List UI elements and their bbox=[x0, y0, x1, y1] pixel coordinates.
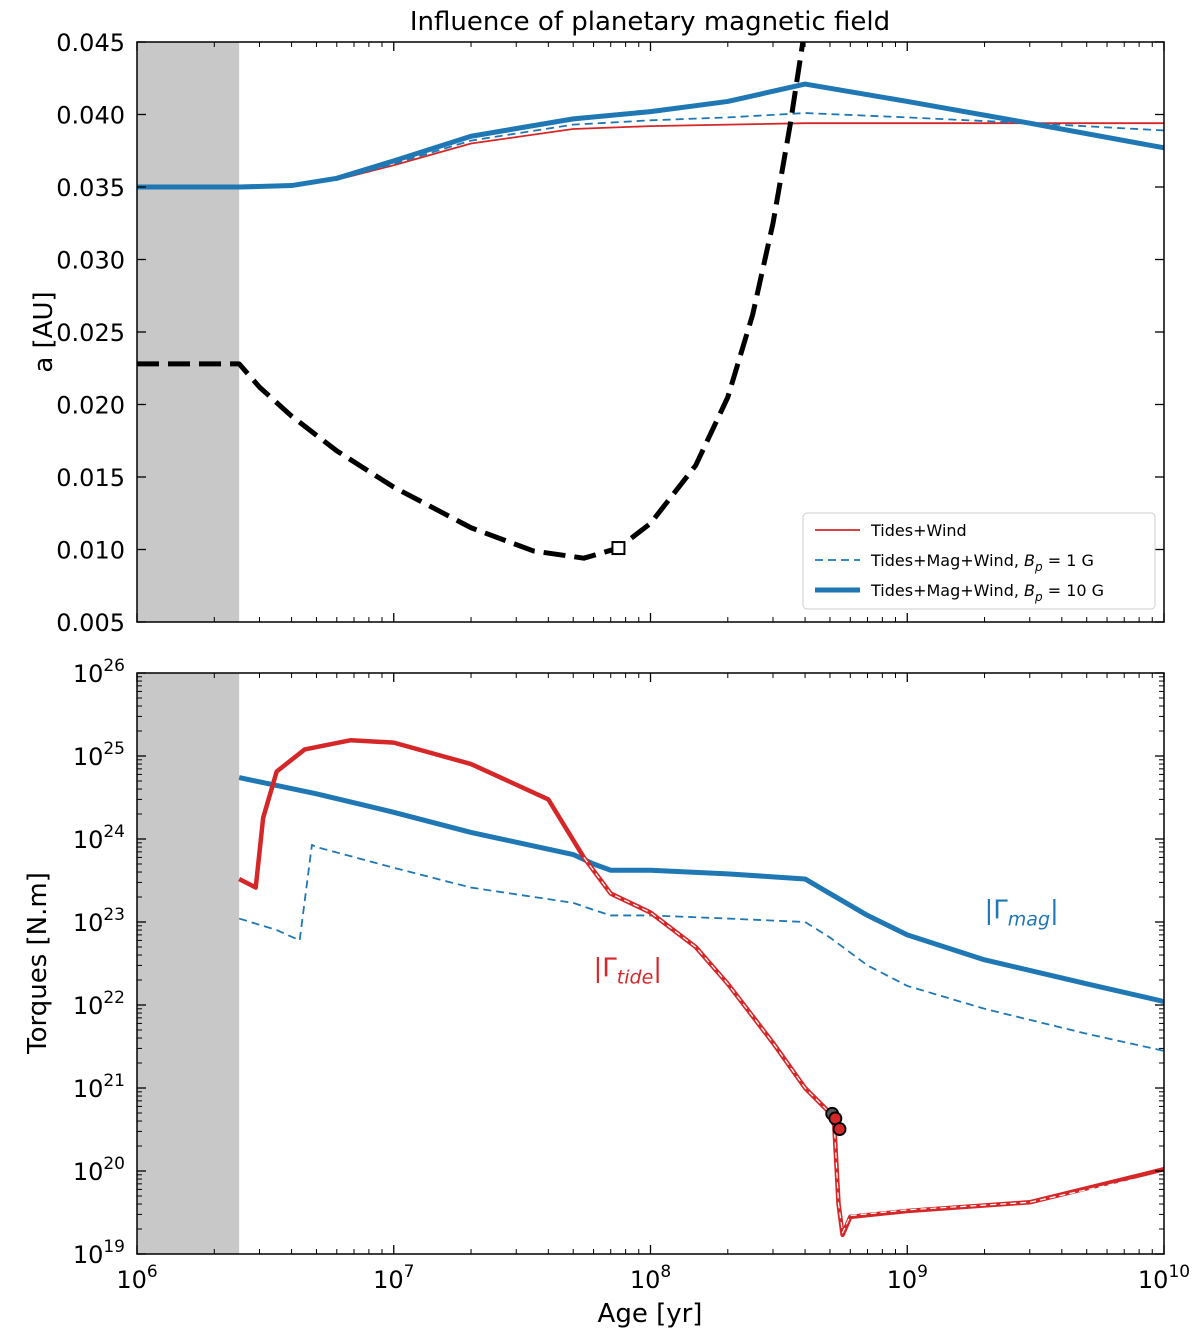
top-shaded-region bbox=[137, 42, 240, 622]
bottom-y-tick-label: 1022 bbox=[73, 988, 125, 1020]
top-y-tick-label: 0.030 bbox=[56, 247, 125, 275]
bottom-shaded-region bbox=[137, 673, 240, 1254]
chart-title: Influence of planetary magnetic field bbox=[410, 7, 890, 37]
x-tick-label: 106 bbox=[116, 1262, 157, 1294]
annotation-gamma-mag: |Γmag| bbox=[985, 896, 1059, 931]
bottom-y-tick-label: 1019 bbox=[73, 1237, 125, 1269]
top-series-0 bbox=[137, 122, 1164, 188]
top-marker-square-0 bbox=[611, 541, 626, 556]
legend-label-tides-wind: Tides+Wind bbox=[870, 521, 967, 540]
top-y-tick-label: 0.005 bbox=[56, 609, 125, 637]
y-axis-label-bottom: Torques [N.m] bbox=[23, 872, 53, 1055]
x-tick-label: 109 bbox=[887, 1262, 928, 1294]
legend-label-mag-1g: Tides+Mag+Wind, Bp = 1 G bbox=[870, 551, 1094, 574]
bottom-shaded-region-group bbox=[137, 673, 240, 1254]
top-y-tick-label: 0.015 bbox=[56, 464, 125, 492]
bottom-series-3 bbox=[583, 857, 1164, 1234]
bottom-y-tick-label: 1026 bbox=[73, 656, 125, 688]
bottom-series-2 bbox=[238, 737, 1164, 1238]
bottom-y-tick-label: 1020 bbox=[73, 1154, 125, 1186]
bottom-series-0 bbox=[238, 775, 1164, 1004]
bottom-y-tick-label: 1025 bbox=[73, 739, 125, 771]
bottom-series-group bbox=[238, 737, 1164, 1238]
annotation-gamma-tide: |Γtide| bbox=[594, 954, 663, 989]
top-y-tick-label: 0.040 bbox=[56, 102, 125, 130]
top-series-group bbox=[137, 42, 1164, 561]
bottom-markers-group bbox=[825, 1106, 847, 1136]
top-axes-group: 0.005 0.010 0.015 0.020 0.025 0.030 0.035 0.040… bbox=[56, 29, 1165, 637]
x-tick-label: 108 bbox=[630, 1262, 671, 1294]
bottom-y-tick-label: 1021 bbox=[73, 1071, 125, 1103]
x-tick-label: 1010 bbox=[1138, 1262, 1190, 1294]
top-shaded-region-group bbox=[137, 42, 240, 622]
bottom-marker-circle-2 bbox=[832, 1122, 847, 1136]
top-series-1 bbox=[137, 112, 1164, 188]
top-y-tick-label: 0.045 bbox=[56, 29, 125, 57]
top-markers-group bbox=[611, 541, 626, 556]
bottom-series-1 bbox=[238, 843, 1164, 1052]
y-axis-label-top: a [AU] bbox=[29, 291, 59, 372]
bottom-y-tick-label: 1023 bbox=[73, 905, 125, 937]
legend: Tides+Wind Tides+Mag+Wind, Bp = 1 G Tide… bbox=[802, 512, 1156, 610]
x-axis-label: Age [yr] bbox=[598, 1299, 703, 1329]
top-series-2 bbox=[137, 81, 1164, 190]
x-tick-label: 107 bbox=[373, 1262, 414, 1294]
top-y-tick-label: 0.025 bbox=[56, 319, 125, 347]
top-series-3 bbox=[137, 42, 806, 561]
bottom-axes-group: 106 107 108 109 1010 1019 1020 1021 1022 1023 1024… bbox=[73, 656, 1190, 1294]
bottom-y-tick-label: 1024 bbox=[73, 822, 125, 854]
legend-frame bbox=[802, 512, 1156, 610]
top-y-tick-label: 0.010 bbox=[56, 537, 125, 565]
top-y-tick-label: 0.020 bbox=[56, 392, 125, 420]
legend-label-mag-10g: Tides+Mag+Wind, Bp = 10 G bbox=[870, 581, 1104, 604]
top-y-tick-label: 0.035 bbox=[56, 174, 125, 202]
